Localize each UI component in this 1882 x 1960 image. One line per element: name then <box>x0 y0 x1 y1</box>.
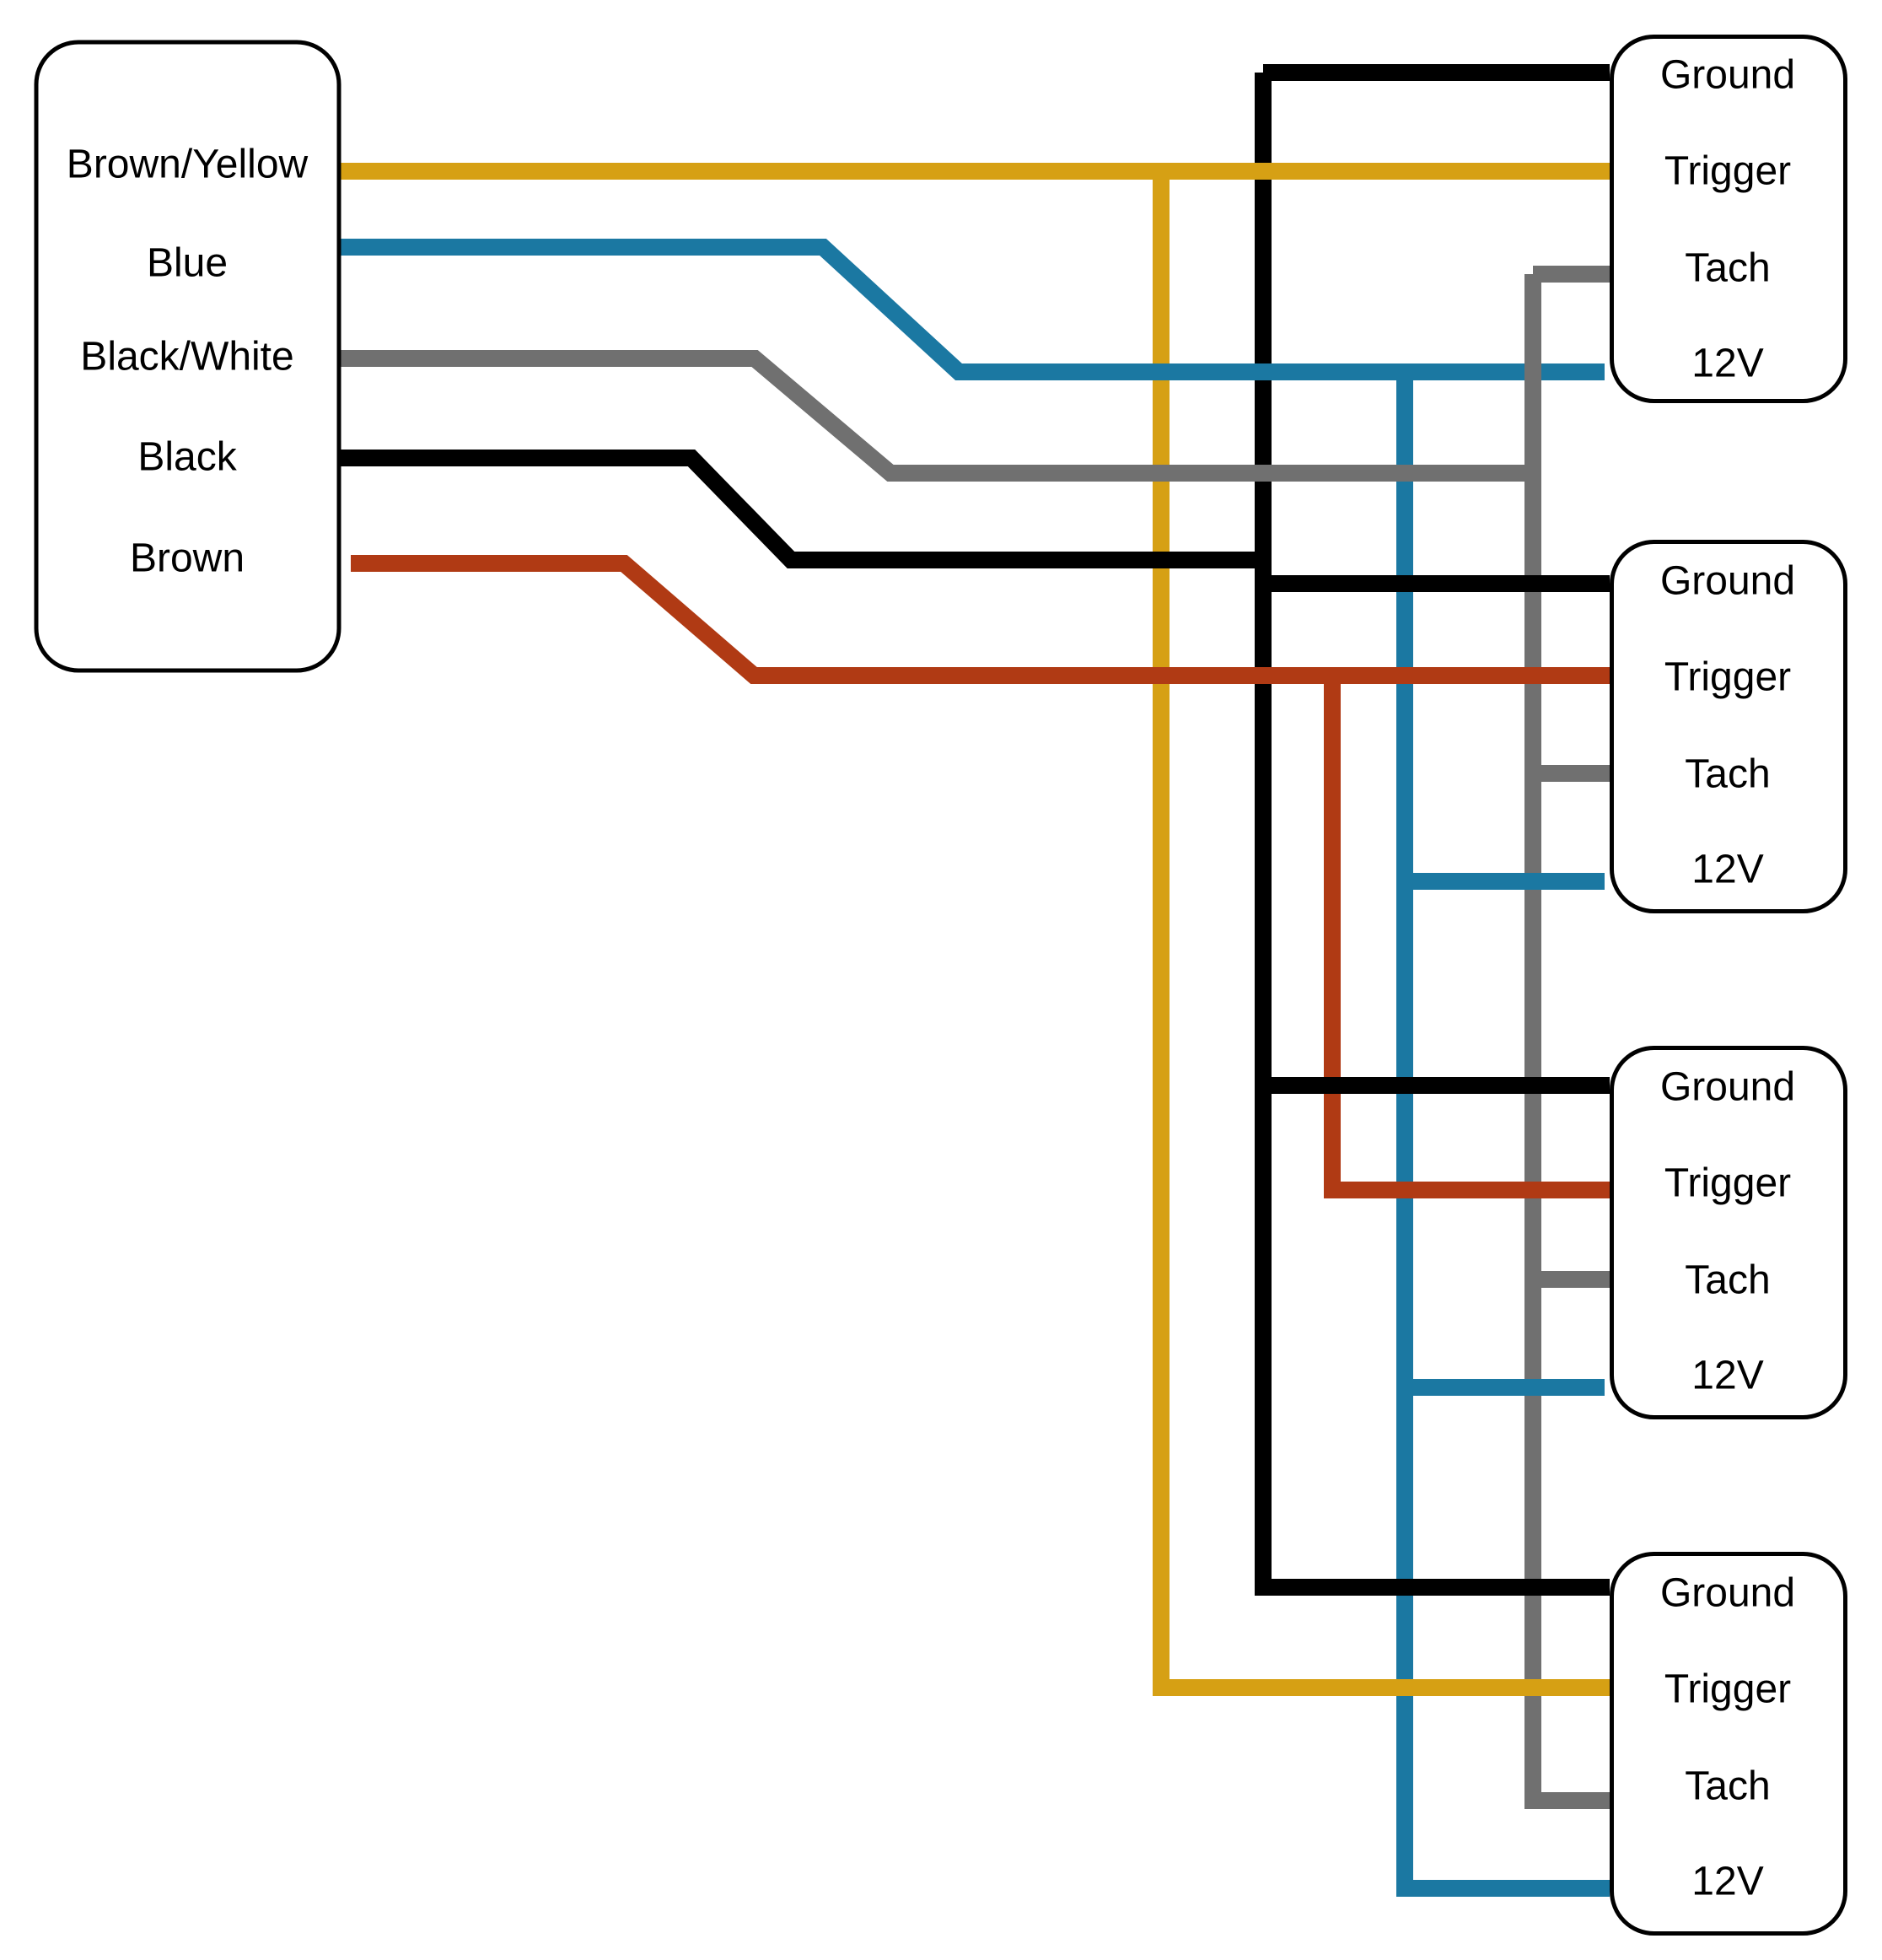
svg-text:Trigger: Trigger <box>1664 1161 1791 1206</box>
svg-text:Trigger: Trigger <box>1664 149 1791 194</box>
svg-text:Blue: Blue <box>147 241 228 286</box>
svg-text:Ground: Ground <box>1660 1571 1795 1616</box>
svg-text:Tach: Tach <box>1685 1258 1770 1303</box>
svg-text:Black/White: Black/White <box>80 335 293 380</box>
svg-text:12V: 12V <box>1691 342 1763 386</box>
svg-text:Black: Black <box>137 435 237 480</box>
svg-text:12V: 12V <box>1691 848 1763 892</box>
svg-text:Trigger: Trigger <box>1664 1667 1791 1712</box>
svg-text:Brown: Brown <box>130 536 245 581</box>
svg-text:Tach: Tach <box>1685 1764 1770 1809</box>
svg-text:12V: 12V <box>1691 1860 1763 1904</box>
svg-text:Trigger: Trigger <box>1664 655 1791 700</box>
svg-text:Ground: Ground <box>1660 1065 1795 1110</box>
svg-text:12V: 12V <box>1691 1354 1763 1398</box>
svg-text:Tach: Tach <box>1685 752 1770 797</box>
svg-text:Ground: Ground <box>1660 559 1795 604</box>
svg-text:Brown/Yellow: Brown/Yellow <box>67 143 309 187</box>
svg-text:Tach: Tach <box>1685 246 1770 291</box>
svg-text:Ground: Ground <box>1660 53 1795 98</box>
